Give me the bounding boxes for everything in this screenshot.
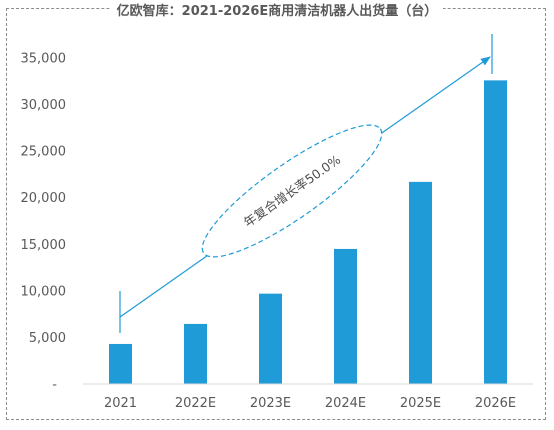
title-wrap: 亿欧智库：2021-2026E商用清洁机器人出货量（台）	[0, 0, 554, 20]
y-tick-label: 5,000	[29, 331, 66, 346]
x-tick-label: 2026E	[475, 396, 516, 411]
bar	[484, 80, 507, 385]
y-tick-label: 30,000	[21, 98, 67, 113]
bar	[409, 181, 432, 384]
chart-title: 亿欧智库：2021-2026E商用清洁机器人出货量（台）	[110, 4, 444, 20]
y-tick-label: 20,000	[21, 191, 67, 206]
bar	[184, 323, 207, 384]
y-tick-label: 15,000	[21, 238, 67, 253]
bar	[109, 343, 132, 384]
cagr-ellipse	[201, 124, 383, 258]
bar	[334, 248, 357, 384]
x-tick-label: 2024E	[325, 396, 366, 411]
y-tick-label: 25,000	[21, 145, 67, 160]
y-tick-label: 10,000	[21, 284, 67, 299]
y-tick-label: 35,000	[21, 52, 67, 67]
x-tick-label: 2023E	[250, 396, 291, 411]
x-tick-label: 2025E	[400, 396, 441, 411]
bar	[259, 293, 282, 384]
y-tick-label: -	[52, 378, 57, 393]
x-tick-label: 2022E	[175, 396, 216, 411]
x-tick-label: 2021	[104, 396, 137, 411]
